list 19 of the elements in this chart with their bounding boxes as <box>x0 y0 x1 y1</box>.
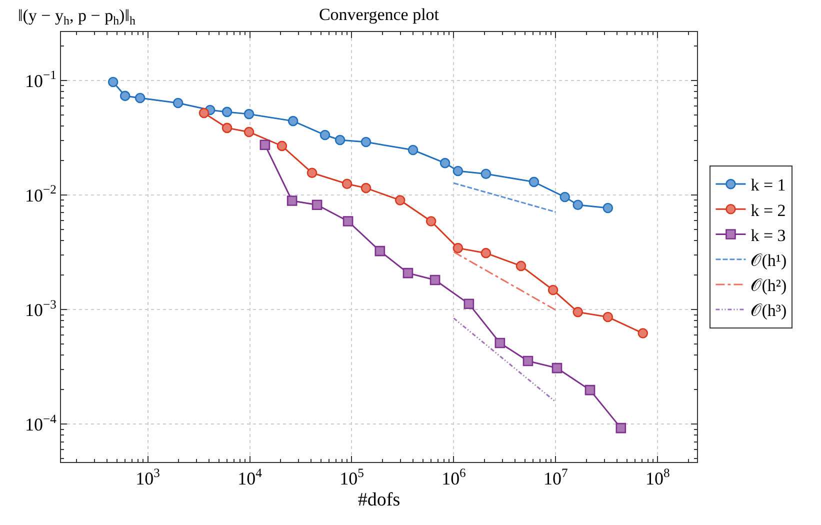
x-tick-label: 10$^{4}$ <box>238 466 263 489</box>
chart-title: Convergence plot <box>318 4 440 24</box>
legend-label: 𝒪(h¹) <box>750 250 787 270</box>
x-tick-label: 10$^{8}$ <box>646 466 670 489</box>
y-tick-label: 10$^{−1}$ <box>24 68 56 91</box>
y-axis-title: ‖(y − y$_{h}$, p − p$_{h}$)‖$_{h}$ <box>18 6 136 28</box>
x-tick-label: 10$^{5}$ <box>340 466 364 489</box>
legend-label: k = 1 <box>750 176 786 195</box>
y-tick-label: 10$^{−2}$ <box>24 182 56 206</box>
legend-label: 𝒪(h²) <box>750 276 787 296</box>
x-tick-label: 10$^{3}$ <box>136 466 160 489</box>
x-tick-label: 10$^{7}$ <box>544 466 568 489</box>
x-axis-title: #dofs <box>358 489 400 510</box>
y-tick-label: 10$^{−4}$ <box>24 412 58 434</box>
legend-label: k = 2 <box>750 200 786 220</box>
x-tick-label: 10$^{6}$ <box>442 466 466 489</box>
y-tick-label: 10$^{−3}$ <box>24 297 56 320</box>
legend-label: k = 3 <box>750 226 786 245</box>
legend-label: 𝒪(h³) <box>750 301 787 320</box>
